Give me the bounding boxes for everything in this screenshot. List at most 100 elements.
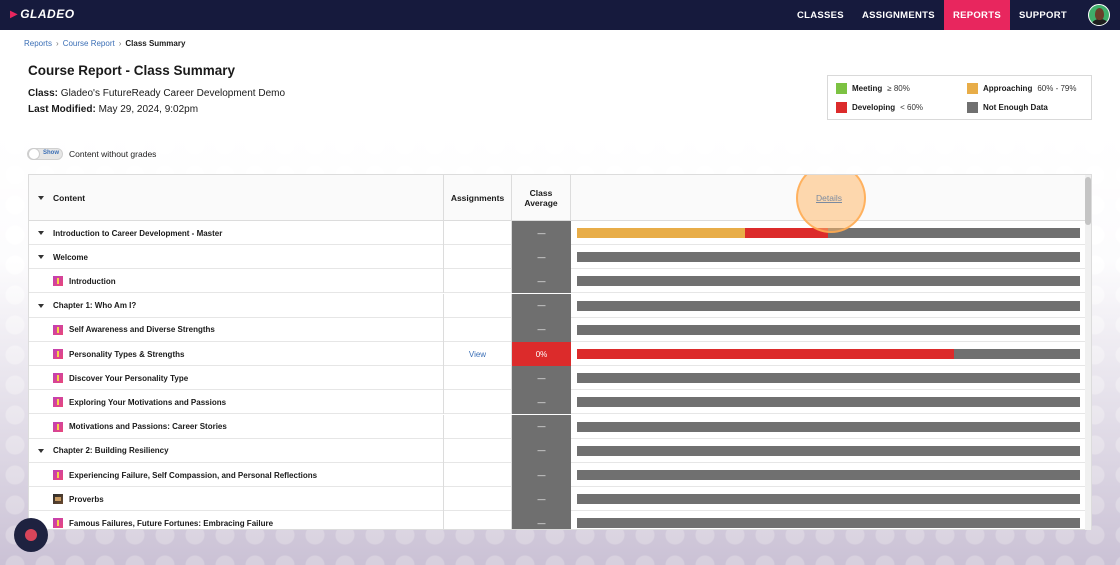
row-progress-bar[interactable] [577,228,1080,238]
legend-approaching-range: 60% - 79% [1037,84,1077,93]
row-title: Discover Your Personality Type [69,373,189,383]
chevron-right-icon: › [118,39,122,48]
lesson-icon [53,518,63,529]
caret-down-icon[interactable] [38,448,44,453]
row-assignments-cell [444,293,512,318]
class-value: Gladeo's FutureReady Career Development … [60,88,286,99]
row-progress-bar[interactable] [577,397,1080,408]
header-content[interactable]: Content [29,175,444,221]
approaching-swatch [967,83,978,94]
row-class-average: — [512,511,571,529]
row-assignments-cell [444,317,512,342]
lesson-icon [53,421,63,432]
nav-reports[interactable]: REPORTS [943,0,1010,30]
row-assignments-cell [444,221,512,245]
header-avg-line2: Average [524,198,558,208]
row-progress-bar[interactable] [577,470,1080,480]
lesson-icon [53,470,63,480]
chat-icon [25,529,37,541]
developing-swatch [836,102,847,113]
row-assignments-cell[interactable]: View [444,342,512,366]
row-title: Chapter 2: Building Resiliency [53,446,169,456]
nav-assignments[interactable]: ASSIGNMENTS [861,9,935,21]
row-progress-bar[interactable] [577,324,1080,335]
row-content-cell[interactable]: Introduction to Career Development - Mas… [29,221,444,245]
table-row: Welcome — [29,245,1087,270]
table-row: Chapter 1: Who Am I? — [29,293,1087,318]
page-title: Course Report - Class Summary [28,63,236,78]
row-title: Self Awareness and Diverse Strengths [69,325,215,335]
video-icon [53,494,63,505]
nav-support[interactable]: SUPPORT [1018,9,1067,21]
caret-down-icon[interactable] [38,303,44,308]
row-progress-bar[interactable] [577,518,1080,529]
legend-developing-range: < 60% [900,103,924,112]
row-class-average: — [512,366,571,391]
row-title: Introduction [69,276,116,286]
gladeo-logo[interactable]: ▶ GLADEO [10,7,75,21]
row-class-average: — [512,487,571,512]
lesson-icon [53,276,63,287]
breadcrumb-reports[interactable]: Reports [24,39,53,48]
row-progress-bar[interactable] [577,421,1080,432]
row-content-cell: Famous Failures, Future Fortunes: Embrac… [29,511,444,529]
table-scrollbar[interactable] [1085,175,1091,530]
user-avatar[interactable] [1088,4,1110,26]
table-row: Famous Failures, Future Fortunes: Embrac… [29,511,1087,529]
legend-approaching-label: Approaching [983,84,1033,93]
row-progress-bar[interactable] [577,445,1080,456]
header-avg-line1: Class [529,188,553,198]
row-progress-bar[interactable] [577,276,1080,287]
main-nav: CLASSES ASSIGNMENTS REPORTS SUPPORT [788,0,1120,30]
chevron-right-icon: › [56,39,59,48]
row-class-average: 0% [512,342,571,366]
row-class-average: — [512,269,571,294]
lesson-icon [53,349,63,359]
row-title: Introduction to Career Development - Mas… [53,228,223,238]
row-assignments-cell [444,414,512,439]
caret-down-icon[interactable] [38,255,44,260]
row-progress-bar[interactable] [577,373,1080,384]
breadcrumb-current: Class Summary [125,39,186,48]
last-modified-label: Last Modified: [28,104,96,115]
table-row: Personality Types & Strengths View 0% [29,342,1087,366]
row-progress-bar[interactable] [577,252,1080,263]
header-content-label: Content [53,193,86,203]
click-highlight [796,175,866,233]
row-content-cell: Motivations and Passions: Career Stories [29,414,444,439]
scrollbar-thumb[interactable] [1085,177,1091,225]
row-content-cell: Self Awareness and Diverse Strengths [29,317,444,342]
legend: Meeting ≥ 80% Approaching 60% - 79% Deve… [827,75,1092,120]
caret-down-icon[interactable] [38,231,44,235]
show-content-toggle[interactable]: Show [27,148,63,160]
row-title: Motivations and Passions: Career Stories [69,422,227,432]
row-progress-bar[interactable] [577,494,1080,505]
row-content-cell[interactable]: Chapter 1: Who Am I? [29,293,444,318]
nav-classes[interactable]: CLASSES [796,9,844,21]
row-class-average: — [512,317,571,342]
row-class-average: — [512,293,571,318]
toggle-text: Content without grades [69,149,157,159]
row-content-cell[interactable]: Chapter 2: Building Resiliency [29,438,444,463]
table-row: Self Awareness and Diverse Strengths — [29,317,1087,342]
row-progress-bar[interactable] [577,349,1080,359]
last-modified-info: Last Modified: May 29, 2024, 9:02pm [28,104,198,115]
chat-button[interactable] [14,518,48,552]
row-class-average: — [512,245,571,270]
row-progress-bar[interactable] [577,300,1080,311]
row-assignments-cell [444,366,512,391]
row-content-cell: Discover Your Personality Type [29,366,444,391]
row-content-cell[interactable]: Welcome [29,245,444,270]
table-row: Exploring Your Motivations and Passions — [29,390,1087,415]
last-modified-value: May 29, 2024, 9:02pm [98,104,199,115]
header-assignments: Assignments [444,175,512,221]
class-label: Class: [28,88,59,99]
row-title: Famous Failures, Future Fortunes: Embrac… [69,518,274,528]
legend-not-enough: Not Enough Data [967,102,1048,113]
row-assignments-cell [444,390,512,415]
details-link[interactable]: Details [816,193,842,203]
breadcrumb-course-report[interactable]: Course Report [62,39,115,48]
table-row: Introduction — [29,269,1087,294]
class-info: Class: Gladeo's FutureReady Career Devel… [28,88,285,99]
row-title: Proverbs [69,494,104,504]
